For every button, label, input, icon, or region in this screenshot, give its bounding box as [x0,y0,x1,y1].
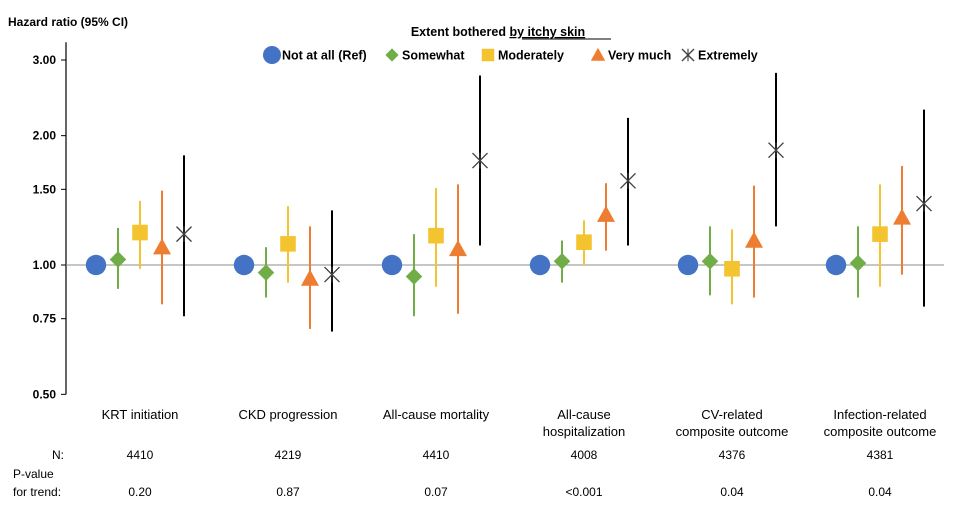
legend-label: Moderately [498,49,564,63]
data-point [153,238,171,255]
data-point [85,254,107,276]
y-tick-label: 0.75 [33,312,57,326]
legend-label: Somewhat [402,49,465,63]
n-value: 4376 [719,448,746,462]
legend-title-underlined: by itchy skin [509,25,585,39]
y-tick-label: 1.50 [33,182,57,196]
data-point [553,253,571,270]
data-point [280,236,296,252]
data-point [472,152,488,169]
p-row-label-line2: for trend: [13,485,61,499]
series-not-at-all-ref [85,254,847,276]
data-point [132,224,148,241]
category-labels: KRT initiation CKD progression All-cause m… [102,407,937,439]
legend-item-not-at-all-ref: Not at all (Ref) [263,46,367,64]
summary-table: N: P-value for trend: 4410 4219 4410 4008 43… [13,448,894,499]
data-point [405,268,423,285]
legend-title-prefix: Extent bothered [411,25,510,39]
y-tick-label: 3.00 [33,53,57,67]
data-point [849,254,867,272]
data-point [677,254,699,276]
legend-marker [263,46,281,64]
y-axis: 0.50 0.75 1.00 1.50 2.00 3.00 [33,42,67,401]
category-label: CKD progression [239,407,338,422]
legend-item-very-much: Very much [590,47,671,63]
p-value: 0.87 [276,485,300,499]
legend-item-moderately: Moderately [481,48,564,63]
data-point [257,264,275,281]
legend: Not at all (Ref) Somewhat Moderately Very m… [263,46,758,64]
n-value: 4410 [423,448,450,462]
legend-marker [385,48,399,62]
p-value: <0.001 [565,485,602,499]
legend-marker [681,48,695,62]
legend-marker [590,47,606,61]
data-point [620,172,636,189]
data-point [428,227,444,244]
data-point [768,142,784,159]
data-point [576,234,592,250]
data-point [597,205,615,222]
category-label: All-cause mortality [383,407,490,422]
plot-area [85,72,932,332]
legend-label: Very much [608,49,671,63]
legend-item-somewhat: Somewhat [385,48,465,63]
data-point [381,254,403,276]
data-point [724,260,740,277]
n-value: 4219 [275,448,302,462]
y-tick-label: 0.50 [33,387,57,401]
series-moderately [132,184,888,305]
y-tick-label: 1.00 [33,258,57,272]
legend-label: Extremely [698,49,758,63]
series-somewhat [109,226,867,317]
legend-item-extremely: Extremely [681,48,758,63]
y-tick-label: 2.00 [33,129,57,143]
data-point [916,195,932,212]
p-value: 0.20 [128,485,152,499]
n-row-label: N: [52,448,64,462]
p-row-label-line1: P-value [13,467,54,481]
data-point [701,253,719,270]
data-point [324,266,340,283]
data-point [893,208,911,225]
data-point [745,231,763,248]
legend-marker [481,48,495,62]
data-point [109,251,127,268]
y-axis-title: Hazard ratio (95% CI) [8,15,128,29]
data-point [301,269,319,286]
data-point [529,254,551,276]
data-point [233,254,255,276]
data-point [825,254,847,276]
data-point [872,226,888,242]
data-point [449,239,467,257]
n-value: 4008 [571,448,598,462]
p-value: 0.04 [720,485,744,499]
series-very-much [153,165,911,329]
category-label: All-cause hospitalization [543,407,625,439]
legend-title: Extent bothered by itchy skin [411,25,585,39]
category-label: Infection-related composite outcome [824,407,937,439]
p-value: 0.04 [868,485,892,499]
series-extremely [176,72,932,332]
category-label: KRT initiation [102,407,179,422]
n-value: 4410 [127,448,154,462]
n-value: 4381 [867,448,894,462]
p-value: 0.07 [424,485,448,499]
data-point [176,226,192,243]
legend-label: Not at all (Ref) [282,49,367,63]
category-label: CV-related composite outcome [676,407,789,439]
